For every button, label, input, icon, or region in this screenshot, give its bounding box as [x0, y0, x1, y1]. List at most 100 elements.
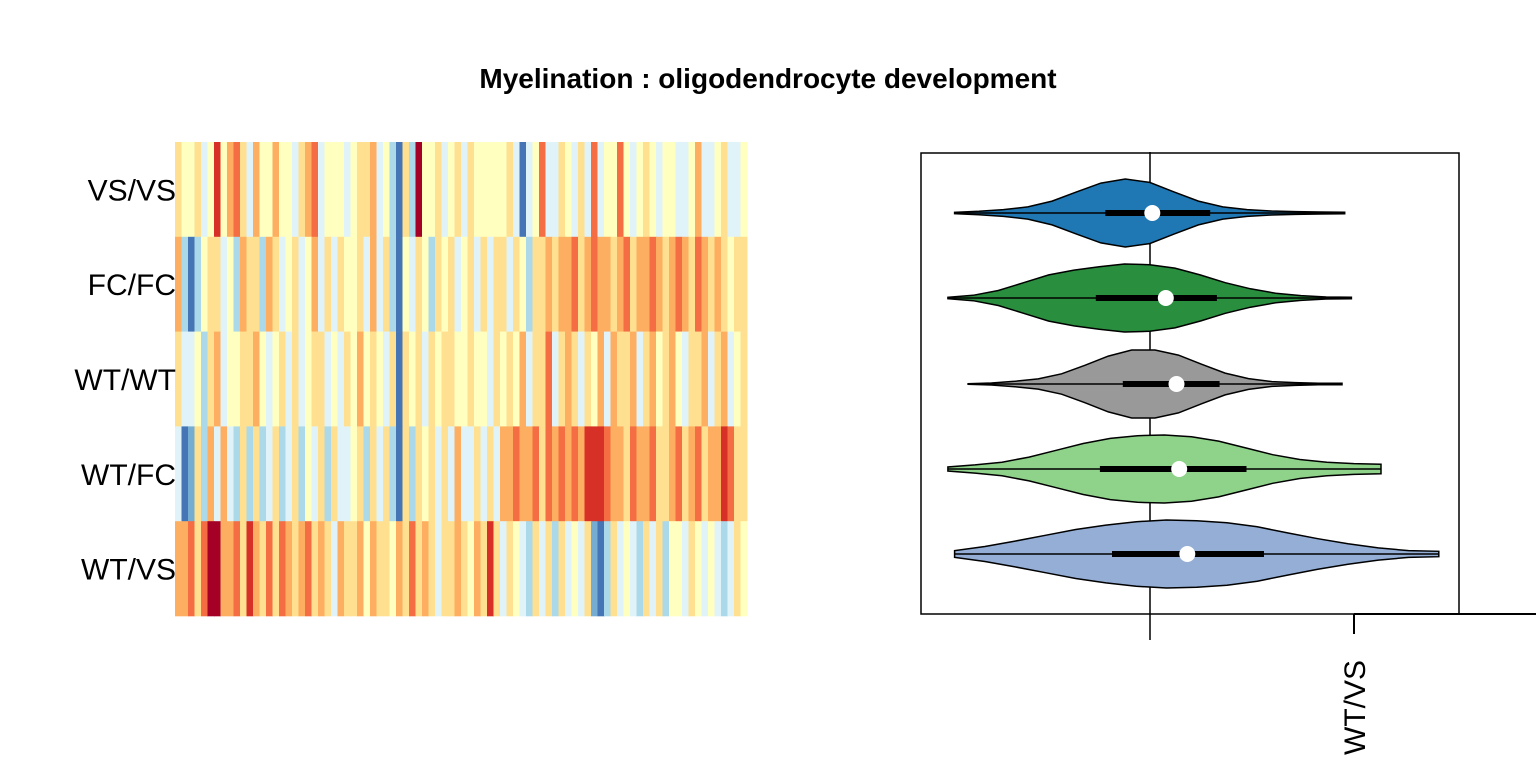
heatmap-cell: [597, 331, 605, 427]
heatmap-cell: [526, 236, 533, 332]
heatmap-cell: [461, 142, 468, 238]
heatmap-cell: [467, 236, 475, 332]
heatmap-cell: [734, 521, 741, 617]
heatmap-cell: [227, 142, 234, 238]
heatmap-cell: [617, 331, 624, 427]
heatmap-cell: [714, 142, 722, 238]
heatmap-cell: [571, 426, 579, 522]
heatmap-cell: [324, 142, 332, 238]
heatmap-cell: [441, 521, 449, 617]
heatmap-cell: [188, 331, 195, 427]
heatmap-cell: [630, 426, 637, 522]
heatmap-cell: [428, 426, 436, 522]
heatmap-cell: [435, 236, 442, 332]
heatmap-cell: [337, 426, 345, 522]
heatmap-cell: [721, 236, 728, 332]
heatmap-cell: [441, 331, 449, 427]
heatmap-cell: [214, 521, 221, 617]
heatmap-cell: [324, 331, 332, 427]
heatmap-cell: [292, 521, 299, 617]
heatmap-cell: [734, 331, 741, 427]
heatmap-cell: [695, 521, 702, 617]
heatmap-cell: [363, 236, 371, 332]
heatmap-cell: [493, 331, 501, 427]
heatmap-cell: [363, 426, 371, 522]
heatmap-cell: [454, 426, 462, 522]
heatmap-cell: [409, 142, 416, 238]
heatmap-cell: [721, 331, 728, 427]
heatmap-cell: [506, 521, 514, 617]
heatmap-cell: [409, 521, 416, 617]
heatmap-cell: [545, 236, 553, 332]
heatmap-cell: [539, 426, 546, 522]
heatmap-cell: [591, 142, 598, 238]
heatmap-cell: [552, 331, 559, 427]
heatmap: [175, 142, 748, 617]
heatmap-cell: [552, 236, 559, 332]
heatmap-cell: [532, 521, 540, 617]
heatmap-cell: [337, 521, 345, 617]
heatmap-cell: [396, 236, 403, 332]
heatmap-cell: [305, 426, 312, 522]
heatmap-cell: [227, 331, 234, 427]
heatmap-cell: [376, 521, 384, 617]
heatmap-cell: [318, 236, 325, 332]
heatmap-cell: [571, 142, 579, 238]
heatmap-cell: [727, 236, 735, 332]
heatmap-cell: [688, 331, 696, 427]
x-tick-label: WT/VS: [1339, 660, 1372, 755]
heatmap-cell: [233, 142, 241, 238]
heatmap-cell: [350, 142, 358, 238]
heatmap-cell: [669, 236, 676, 332]
heatmap-cell: [734, 142, 741, 238]
heatmap-cell: [311, 521, 319, 617]
heatmap-cell: [441, 142, 449, 238]
heatmap-cell: [571, 236, 579, 332]
heatmap-cell: [266, 142, 273, 238]
heatmap-cell: [675, 521, 683, 617]
heatmap-cell: [175, 426, 182, 522]
heatmap-cell: [740, 331, 748, 427]
heatmap-cell: [318, 521, 325, 617]
heatmap-cell: [643, 521, 650, 617]
heatmap-cell: [480, 142, 488, 238]
heatmap-cell: [558, 521, 566, 617]
heatmap-cell: [480, 426, 488, 522]
heatmap-cell: [727, 521, 735, 617]
heatmap-cell: [201, 331, 208, 427]
heatmap-cell: [714, 236, 722, 332]
heatmap-cell: [214, 426, 221, 522]
heatmap-cell: [448, 426, 455, 522]
heatmap-cell: [240, 521, 247, 617]
heatmap-cell: [727, 331, 735, 427]
heatmap-cell: [292, 331, 299, 427]
heatmap-cell: [571, 521, 579, 617]
heatmap-cell: [389, 426, 397, 522]
heatmap-cell: [695, 426, 702, 522]
heatmap-cell: [448, 142, 455, 238]
heatmap-cell: [539, 142, 546, 238]
heatmap-cell: [175, 521, 182, 617]
heatmap-cell: [454, 236, 462, 332]
heatmap-cell: [474, 331, 481, 427]
heatmap-cell: [344, 236, 351, 332]
heatmap-cell: [435, 426, 442, 522]
heatmap-cell: [597, 142, 605, 238]
heatmap-cell: [350, 426, 358, 522]
heatmap-cell: [253, 521, 260, 617]
heatmap-cell: [227, 426, 234, 522]
heatmap-cell: [272, 521, 280, 617]
heatmap-cell: [558, 236, 566, 332]
heatmap-cell: [669, 331, 676, 427]
heatmap-cell: [526, 331, 533, 427]
heatmap-cell: [175, 236, 182, 332]
heatmap-cell: [279, 142, 286, 238]
heatmap-cell: [610, 426, 618, 522]
heatmap-cell: [331, 331, 338, 427]
heatmap-cell: [578, 426, 585, 522]
heatmap-cell: [493, 236, 501, 332]
violin-median-dot: [1168, 376, 1185, 392]
heatmap-cell: [701, 142, 709, 238]
heatmap-cell: [682, 331, 689, 427]
